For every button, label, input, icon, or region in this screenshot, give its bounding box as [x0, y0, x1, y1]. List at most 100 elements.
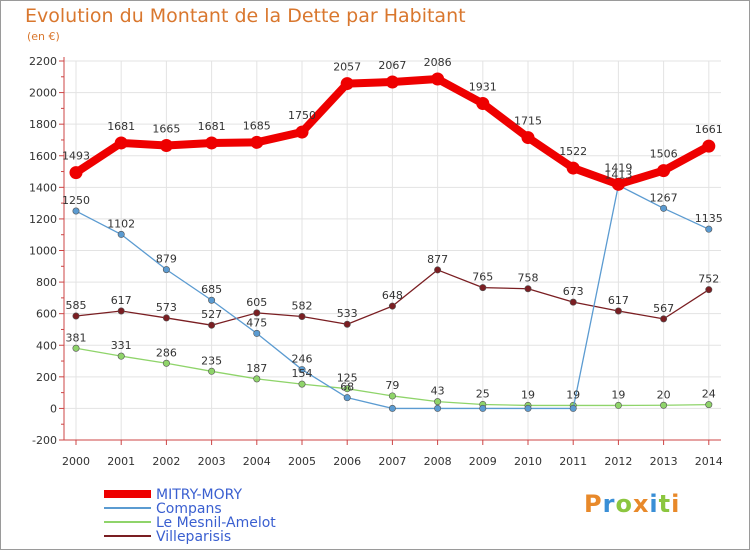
data-label: 1267: [650, 191, 678, 204]
data-point: [705, 401, 713, 409]
x-tick-label: 2011: [559, 455, 587, 468]
x-tick-label: 2000: [62, 455, 90, 468]
data-label: 617: [111, 294, 132, 307]
data-point: [434, 266, 442, 274]
data-label: 19: [521, 388, 535, 401]
data-point: [205, 136, 219, 150]
data-label: 533: [337, 307, 358, 320]
data-point: [431, 72, 445, 86]
data-label: 79: [385, 379, 399, 392]
data-point: [569, 298, 577, 306]
data-label: 24: [702, 388, 716, 401]
data-point: [208, 367, 216, 375]
data-label: 685: [201, 283, 222, 296]
data-label: 1685: [243, 119, 271, 132]
data-label: 246: [292, 353, 313, 366]
x-tick-label: 2010: [514, 455, 542, 468]
y-tick-label: -200: [32, 434, 57, 447]
x-tick-label: 2002: [152, 455, 180, 468]
logo-letter: i: [649, 490, 659, 518]
data-label: 286: [156, 346, 177, 359]
y-tick-label: 2000: [29, 87, 57, 100]
data-point: [614, 401, 622, 409]
data-point: [162, 266, 170, 274]
data-point: [117, 307, 125, 315]
data-label: 605: [246, 296, 267, 309]
data-point: [117, 352, 125, 360]
data-label: 19: [566, 388, 580, 401]
x-tick-label: 2001: [107, 455, 135, 468]
data-label: 68: [340, 381, 354, 394]
data-label: 19: [611, 388, 625, 401]
data-point: [385, 75, 399, 89]
data-point: [614, 307, 622, 315]
data-label: 475: [246, 316, 267, 329]
data-label: 1750: [288, 109, 316, 122]
data-point: [434, 404, 442, 412]
x-tick-label: 2004: [243, 455, 271, 468]
data-label: 187: [246, 362, 267, 375]
y-tick-label: 200: [36, 371, 57, 384]
chart-unit-label: (en €): [27, 30, 60, 43]
data-label: 2086: [424, 56, 452, 69]
data-point: [524, 404, 532, 412]
axes: [59, 57, 721, 445]
data-point: [253, 309, 261, 317]
data-point: [208, 296, 216, 304]
data-point: [657, 164, 671, 178]
data-label: 1419: [604, 161, 632, 174]
data-point: [476, 96, 490, 110]
data-label: 2057: [333, 61, 361, 74]
x-tick-labels: 2000 2001 2002 2003 2004 2005 2006 2007 2008 2009…: [62, 455, 723, 468]
data-point: [208, 321, 216, 329]
data-point: [298, 380, 306, 388]
y-tick-labels: -200 0 200 400 600 800 1000 1200 1400 1600 1800 200…: [29, 55, 57, 447]
logo-letter: t: [658, 490, 672, 518]
y-tick-label: 1000: [29, 245, 57, 258]
logo-letter: i: [671, 490, 681, 518]
data-point: [343, 394, 351, 402]
data-point: [479, 284, 487, 292]
data-label: 617: [608, 294, 629, 307]
data-point: [162, 359, 170, 367]
data-label: 125: [337, 372, 358, 385]
logo-letter: r: [602, 490, 616, 518]
y-tick-label: 1200: [29, 213, 57, 226]
data-label: 43: [431, 385, 445, 398]
x-tick-label: 2012: [604, 455, 632, 468]
data-label: 20: [657, 388, 671, 401]
data-label: 1681: [107, 120, 135, 133]
data-point: [343, 385, 351, 393]
data-label: 235: [201, 354, 222, 367]
data-point: [660, 401, 668, 409]
data-point: [298, 313, 306, 321]
data-label: 1493: [62, 150, 90, 163]
data-label: 1665: [152, 122, 180, 135]
data-label: 648: [382, 289, 403, 302]
data-label: 1250: [62, 194, 90, 207]
data-point: [72, 312, 80, 320]
series-lines: [69, 72, 716, 412]
data-point: [388, 302, 396, 310]
data-point: [705, 225, 713, 233]
data-point: [69, 166, 83, 180]
data-label: 765: [472, 271, 493, 284]
y-tick-label: 1800: [29, 118, 57, 131]
data-labels: 585 617 573 527 605 582 533 648 877 765 758 673 617 5…: [62, 56, 723, 401]
data-point: [295, 125, 309, 139]
data-label: 1506: [650, 148, 678, 161]
data-label: 1413: [604, 168, 632, 181]
legend-label: Le Mesnil-Amelot: [156, 515, 276, 531]
data-label: 752: [698, 273, 719, 286]
y-tick-label: 400: [36, 339, 57, 352]
data-label: 2067: [378, 59, 406, 72]
data-point: [253, 329, 261, 337]
legend-label: Villeparisis: [156, 529, 231, 545]
data-label: 1135: [695, 212, 723, 225]
data-label: 585: [66, 299, 87, 312]
y-tick-label: 0: [50, 402, 57, 415]
data-point: [521, 131, 535, 145]
data-label: 1681: [198, 120, 226, 133]
